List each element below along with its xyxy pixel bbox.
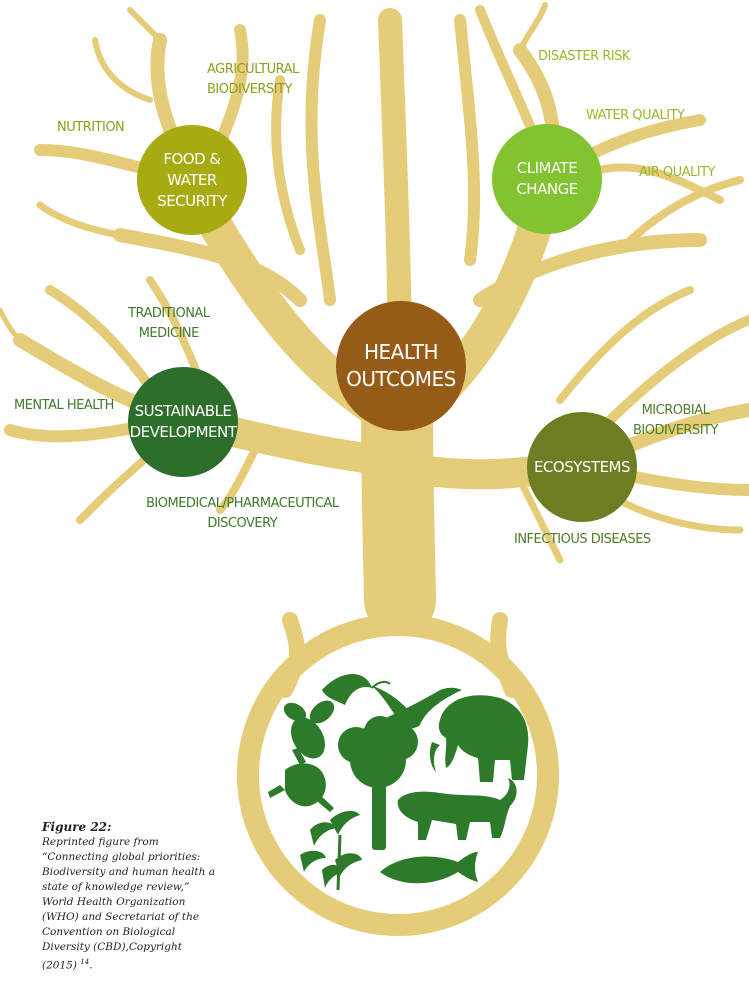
- sustain-line1: SUSTAINABLE: [134, 402, 232, 420]
- biomed-line1: BIOMEDICAL/PHARMACEUTICAL: [146, 496, 339, 511]
- label-mental-health: MENTAL HEALTH: [14, 398, 114, 413]
- ecosystems-circle: ECOSYSTEMS: [527, 412, 637, 522]
- climate-line2: CHANGE: [516, 180, 578, 198]
- sustainable-development-circle: SUSTAINABLE DEVELOPMENT: [128, 367, 238, 477]
- agri-line2: BIODIVERSITY: [207, 82, 292, 97]
- caption-reference: 14: [80, 958, 90, 966]
- bee-icon: [283, 700, 335, 759]
- caption-figure-label: Figure 22:: [42, 820, 112, 834]
- root-left: [277, 612, 305, 698]
- frog-icon: [268, 748, 334, 812]
- wildlife-silhouettes: [268, 673, 529, 891]
- trad-line2: MEDICINE: [138, 326, 200, 341]
- label-microbial-biodiversity: MICROBIAL BIODIVERSITY: [633, 401, 718, 441]
- label-agricultural-biodiversity: AGRICULTURAL BIODIVERSITY: [207, 60, 299, 100]
- climate-line1: CLIMATE: [516, 159, 578, 177]
- health-outcomes-circle: HEALTH OUTCOMES: [336, 301, 466, 431]
- climate-change-circle: CLIMATE CHANGE: [492, 124, 602, 234]
- food-line1: FOOD & WATER: [163, 149, 221, 189]
- sustain-line2: DEVELOPMENT: [129, 423, 237, 441]
- biomed-line2: DISCOVERY: [207, 516, 278, 531]
- eco-line1: ECOSYSTEMS: [533, 457, 631, 476]
- label-water-quality: WATER QUALITY: [586, 108, 685, 123]
- label-nutrition: NUTRITION: [57, 120, 125, 135]
- elephant-icon: [429, 695, 529, 782]
- fish-icon: [380, 852, 478, 884]
- tiger-icon: [397, 778, 517, 840]
- caption-body: Reprinted figure from “Connecting global…: [42, 836, 215, 972]
- tree-icon: [338, 716, 418, 850]
- figure-caption: Figure 22: Reprinted figure from “Connec…: [42, 820, 222, 974]
- label-air-quality: AIR QUALITY: [639, 165, 716, 180]
- micro-line2: BIODIVERSITY: [633, 423, 718, 438]
- food-water-security-circle: FOOD & WATER SECURITY: [137, 125, 247, 235]
- root-right: [490, 612, 520, 698]
- caption-end: .: [89, 959, 93, 972]
- health-line2: OUTCOMES: [346, 367, 456, 391]
- label-biomedical-discovery: BIOMEDICAL/PHARMACEUTICAL DISCOVERY: [146, 494, 339, 534]
- label-infectious-diseases: INFECTIOUS DISEASES: [514, 532, 651, 547]
- label-traditional-medicine: TRADITIONAL MEDICINE: [128, 304, 210, 344]
- trad-line1: TRADITIONAL: [128, 306, 210, 321]
- plant-icon: [300, 810, 362, 891]
- food-line2: SECURITY: [157, 191, 227, 210]
- agri-line1: AGRICULTURAL: [207, 62, 299, 77]
- label-disaster-risk: DISASTER RISK: [538, 49, 630, 64]
- micro-line1: MICROBIAL: [641, 403, 710, 418]
- health-line1: HEALTH: [363, 340, 439, 364]
